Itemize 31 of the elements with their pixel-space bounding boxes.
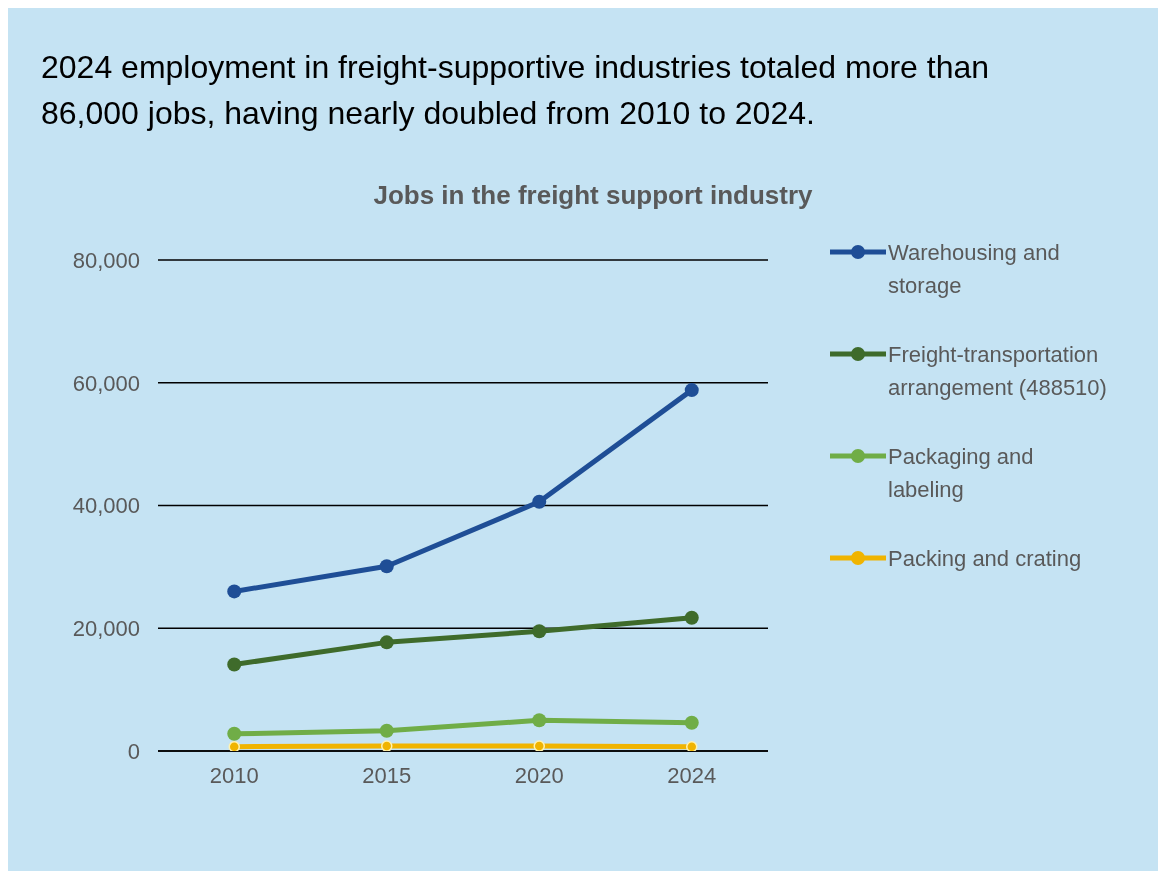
x-tick-label: 2015 — [362, 762, 412, 788]
y-tick-label: 60,000 — [72, 370, 140, 396]
point — [227, 657, 242, 672]
point — [684, 610, 699, 625]
point — [532, 713, 547, 728]
legend-label: Packaging and labeling — [888, 442, 1035, 504]
point — [227, 584, 242, 599]
legend-label: Freight-transportation arrangement (488510) — [888, 340, 1108, 402]
point — [379, 559, 394, 574]
y-tick-label: 40,000 — [72, 493, 140, 519]
point — [533, 740, 545, 751]
point — [532, 494, 547, 509]
legend-label: Warehousing and storage — [888, 238, 1061, 300]
y-tick-label: 0 — [127, 738, 140, 764]
point — [684, 715, 699, 730]
x-tick-label: 2024 — [667, 762, 717, 788]
y-tick-label: 20,000 — [72, 616, 140, 642]
point — [379, 723, 394, 738]
chart-subtitle: Jobs in the freight support industry — [372, 180, 814, 211]
y-tick-label: 80,000 — [72, 247, 140, 273]
x-tick-label: 2020 — [514, 762, 564, 788]
point — [532, 624, 547, 639]
x-tick-label: 2010 — [209, 762, 259, 788]
point — [381, 740, 393, 751]
point — [684, 383, 699, 398]
point — [379, 635, 394, 650]
point — [227, 726, 242, 741]
legend-label: Packing and crating — [888, 544, 1083, 573]
point — [228, 740, 240, 751]
chart-title: 2024 employment in freight-supportive industries totaled more than 86,000 jobs, having nearly doubled from 2010 to 2024. — [41, 48, 991, 133]
point — [686, 740, 698, 751]
